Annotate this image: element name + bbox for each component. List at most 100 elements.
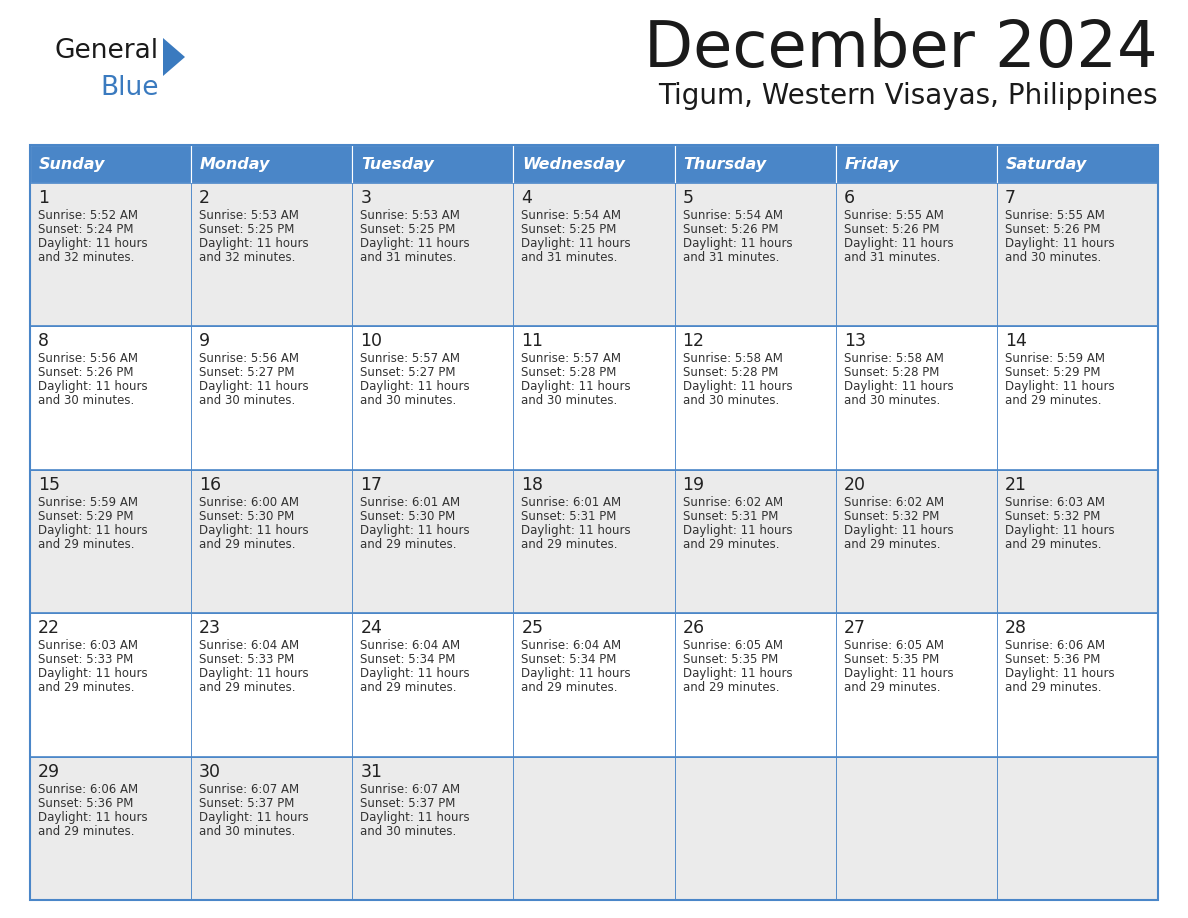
Text: Sunrise: 5:55 AM: Sunrise: 5:55 AM [1005, 209, 1105, 222]
Bar [675, 183, 835, 327]
Text: and 29 minutes.: and 29 minutes. [38, 681, 134, 694]
Text: Daylight: 11 hours: Daylight: 11 hours [843, 667, 953, 680]
Text: Thursday: Thursday [683, 156, 766, 172]
Text: Daylight: 11 hours: Daylight: 11 hours [683, 380, 792, 394]
Bar [30, 613, 191, 756]
Text: 9: 9 [200, 332, 210, 351]
Text: Sunset: 5:29 PM: Sunset: 5:29 PM [38, 509, 133, 522]
Bar [191, 183, 353, 327]
Text: Sunrise: 5:56 AM: Sunrise: 5:56 AM [38, 353, 138, 365]
Text: Daylight: 11 hours: Daylight: 11 hours [522, 667, 631, 680]
Text: 11: 11 [522, 332, 543, 351]
Text: 8: 8 [38, 332, 49, 351]
Text: Daylight: 11 hours: Daylight: 11 hours [200, 524, 309, 537]
Text: 15: 15 [38, 476, 61, 494]
Text: Daylight: 11 hours: Daylight: 11 hours [38, 380, 147, 394]
Text: Sunday: Sunday [39, 156, 106, 172]
Text: Sunset: 5:27 PM: Sunset: 5:27 PM [360, 366, 456, 379]
Text: Sunset: 5:37 PM: Sunset: 5:37 PM [360, 797, 456, 810]
Text: 3: 3 [360, 189, 372, 207]
Text: and 29 minutes.: and 29 minutes. [683, 681, 779, 694]
Bar [675, 613, 835, 756]
Text: Sunset: 5:26 PM: Sunset: 5:26 PM [843, 223, 940, 236]
Text: Sunset: 5:28 PM: Sunset: 5:28 PM [522, 366, 617, 379]
Bar [675, 470, 835, 613]
Text: and 29 minutes.: and 29 minutes. [1005, 395, 1101, 408]
Bar [513, 183, 675, 327]
Text: Sunset: 5:35 PM: Sunset: 5:35 PM [843, 654, 939, 666]
Text: Daylight: 11 hours: Daylight: 11 hours [360, 667, 470, 680]
Bar [30, 183, 191, 327]
Bar [835, 470, 997, 613]
Bar [513, 327, 675, 470]
Bar [191, 756, 353, 900]
Text: and 31 minutes.: and 31 minutes. [360, 251, 456, 264]
Text: Daylight: 11 hours: Daylight: 11 hours [1005, 524, 1114, 537]
Text: 20: 20 [843, 476, 866, 494]
Text: and 29 minutes.: and 29 minutes. [360, 681, 456, 694]
Text: 19: 19 [683, 476, 704, 494]
Text: and 29 minutes.: and 29 minutes. [843, 538, 940, 551]
Text: Daylight: 11 hours: Daylight: 11 hours [38, 667, 147, 680]
Text: Daylight: 11 hours: Daylight: 11 hours [522, 524, 631, 537]
Text: Daylight: 11 hours: Daylight: 11 hours [200, 380, 309, 394]
Text: Blue: Blue [100, 75, 158, 101]
Text: December 2024: December 2024 [644, 18, 1158, 80]
Text: and 30 minutes.: and 30 minutes. [843, 395, 940, 408]
Text: Saturday: Saturday [1006, 156, 1087, 172]
Text: Tuesday: Tuesday [361, 156, 434, 172]
Text: Sunset: 5:35 PM: Sunset: 5:35 PM [683, 654, 778, 666]
Bar [513, 470, 675, 613]
Bar [675, 145, 835, 183]
Text: and 30 minutes.: and 30 minutes. [1005, 251, 1101, 264]
Text: Monday: Monday [200, 156, 271, 172]
Text: Sunrise: 6:01 AM: Sunrise: 6:01 AM [360, 496, 461, 509]
Text: and 29 minutes.: and 29 minutes. [1005, 538, 1101, 551]
Text: 17: 17 [360, 476, 383, 494]
Text: Sunrise: 5:57 AM: Sunrise: 5:57 AM [360, 353, 460, 365]
Text: Sunrise: 5:59 AM: Sunrise: 5:59 AM [1005, 353, 1105, 365]
Text: Sunset: 5:36 PM: Sunset: 5:36 PM [38, 797, 133, 810]
Text: 2: 2 [200, 189, 210, 207]
Bar [353, 327, 513, 470]
Text: Sunset: 5:34 PM: Sunset: 5:34 PM [522, 654, 617, 666]
Text: Sunrise: 5:52 AM: Sunrise: 5:52 AM [38, 209, 138, 222]
Text: Daylight: 11 hours: Daylight: 11 hours [843, 524, 953, 537]
Text: Sunset: 5:26 PM: Sunset: 5:26 PM [683, 223, 778, 236]
Text: 27: 27 [843, 620, 866, 637]
Bar [191, 470, 353, 613]
Text: and 30 minutes.: and 30 minutes. [200, 824, 296, 837]
Text: and 29 minutes.: and 29 minutes. [522, 538, 618, 551]
Bar [353, 756, 513, 900]
Bar [30, 756, 191, 900]
Text: and 30 minutes.: and 30 minutes. [360, 824, 456, 837]
Text: 28: 28 [1005, 620, 1026, 637]
Text: Daylight: 11 hours: Daylight: 11 hours [522, 237, 631, 250]
Bar [675, 756, 835, 900]
Text: Sunrise: 5:59 AM: Sunrise: 5:59 AM [38, 496, 138, 509]
Bar [191, 327, 353, 470]
Text: Sunset: 5:28 PM: Sunset: 5:28 PM [683, 366, 778, 379]
Bar [191, 145, 353, 183]
Text: Sunset: 5:29 PM: Sunset: 5:29 PM [1005, 366, 1100, 379]
Text: 26: 26 [683, 620, 704, 637]
Bar [30, 145, 1158, 900]
Text: Daylight: 11 hours: Daylight: 11 hours [38, 524, 147, 537]
Text: Daylight: 11 hours: Daylight: 11 hours [843, 237, 953, 250]
Text: Sunset: 5:32 PM: Sunset: 5:32 PM [843, 509, 939, 522]
Text: and 31 minutes.: and 31 minutes. [522, 251, 618, 264]
Bar [675, 327, 835, 470]
Text: 6: 6 [843, 189, 855, 207]
Bar [835, 613, 997, 756]
Bar [353, 183, 513, 327]
Text: 30: 30 [200, 763, 221, 780]
Text: Sunrise: 6:01 AM: Sunrise: 6:01 AM [522, 496, 621, 509]
Text: Sunrise: 5:55 AM: Sunrise: 5:55 AM [843, 209, 943, 222]
Text: Sunrise: 5:54 AM: Sunrise: 5:54 AM [683, 209, 783, 222]
Text: Daylight: 11 hours: Daylight: 11 hours [1005, 237, 1114, 250]
Text: Daylight: 11 hours: Daylight: 11 hours [360, 237, 470, 250]
Text: and 29 minutes.: and 29 minutes. [683, 538, 779, 551]
Text: and 30 minutes.: and 30 minutes. [360, 395, 456, 408]
Bar [835, 183, 997, 327]
Text: Sunset: 5:34 PM: Sunset: 5:34 PM [360, 654, 456, 666]
